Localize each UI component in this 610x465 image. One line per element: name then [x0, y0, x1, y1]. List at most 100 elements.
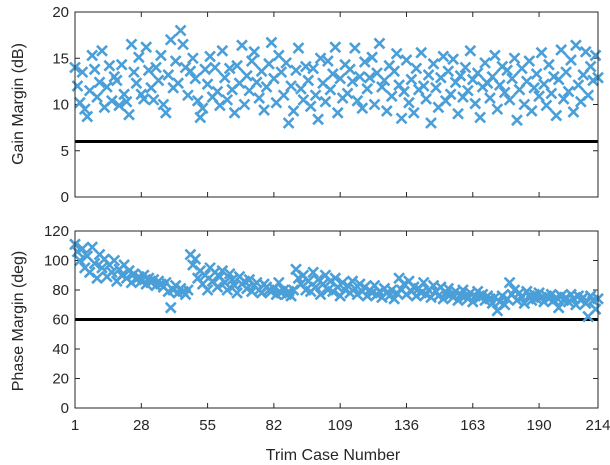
data-point: [334, 72, 347, 85]
y-tick-label: 10: [52, 97, 69, 114]
y-tick-label: 20: [52, 371, 69, 388]
data-point: [523, 55, 536, 67]
data-point: [258, 104, 270, 116]
data-point: [216, 44, 229, 57]
data-point: [488, 49, 501, 62]
data-point: [71, 80, 84, 92]
data-point: [378, 74, 391, 87]
data-point: [174, 24, 187, 37]
data-point: [479, 56, 491, 69]
data-point: [427, 57, 440, 70]
data-point: [579, 297, 592, 310]
data-point: [579, 45, 592, 58]
data-point: [454, 69, 467, 82]
data-point: [164, 301, 177, 314]
data-point: [201, 284, 214, 296]
data-point: [501, 64, 514, 77]
data-point: [503, 93, 516, 106]
data-point: [493, 79, 506, 91]
data-point: [353, 70, 366, 83]
phase-margin-ylabel: Phase Margin (deg): [10, 251, 27, 392]
data-point: [231, 287, 243, 299]
data-point: [231, 59, 243, 72]
y-tick-label: 15: [52, 50, 69, 67]
data-point: [358, 56, 371, 68]
data-point: [201, 78, 214, 91]
data-point: [280, 56, 293, 69]
data-point: [105, 94, 118, 107]
data-point: [221, 284, 234, 296]
data-point: [285, 80, 297, 92]
data-point: [589, 303, 602, 316]
x-tick-label: 109: [328, 417, 353, 434]
data-point: [324, 83, 337, 96]
data-point: [331, 106, 344, 119]
data-point: [253, 92, 266, 104]
data-point: [341, 87, 354, 100]
data-point: [73, 254, 86, 267]
y-tick-label: 20: [52, 4, 69, 21]
data-point: [437, 50, 450, 63]
data-point: [155, 49, 167, 62]
data-point: [368, 98, 381, 111]
data-point: [589, 49, 602, 62]
data-point: [348, 42, 361, 54]
data-point: [380, 105, 393, 117]
data-point: [329, 272, 342, 285]
data-point: [177, 38, 189, 51]
data-point: [557, 93, 570, 105]
data-point: [528, 81, 541, 94]
data-point: [540, 99, 553, 112]
data-point: [498, 86, 511, 99]
gain-margin-ylabel: Gain Margin (dB): [10, 43, 27, 165]
data-point: [410, 62, 423, 75]
data-point: [164, 33, 177, 46]
data-point: [115, 58, 128, 71]
data-point: [444, 88, 457, 101]
data-point: [96, 261, 108, 274]
y-tick-label: 120: [44, 223, 69, 240]
data-point: [209, 61, 221, 74]
x-tick-label: 136: [394, 417, 419, 434]
data-point: [491, 103, 504, 116]
data-point: [221, 93, 234, 106]
data-point: [150, 61, 162, 74]
data-point: [157, 98, 170, 111]
data-point: [240, 69, 253, 82]
trim-case-number-xlabel: Trim Case Number: [266, 447, 401, 464]
data-point: [403, 96, 415, 109]
data-point: [182, 89, 194, 102]
data-point: [530, 68, 543, 80]
data-point: [128, 66, 140, 79]
data-point: [223, 62, 236, 75]
data-point: [417, 276, 430, 289]
x-tick-label: 163: [460, 417, 485, 434]
data-point: [110, 74, 123, 87]
data-point: [373, 37, 386, 50]
data-point: [93, 76, 106, 89]
data-point: [314, 52, 327, 65]
data-point: [263, 57, 275, 70]
data-point: [321, 55, 334, 67]
x-tick-label: 190: [527, 417, 552, 434]
data-point: [302, 74, 315, 87]
data-point: [275, 66, 288, 79]
data-point: [469, 97, 482, 110]
data-point: [189, 72, 202, 85]
data-point: [172, 77, 185, 90]
data-point: [130, 77, 143, 90]
data-point: [88, 257, 101, 270]
data-point: [105, 266, 118, 279]
data-point: [405, 73, 418, 86]
data-point: [555, 44, 568, 56]
data-point: [390, 47, 403, 60]
data-point: [400, 54, 413, 67]
data-point: [484, 92, 496, 104]
data-point: [238, 98, 251, 111]
data-point: [125, 38, 138, 51]
plot-frame: [74, 11, 599, 198]
data-point: [76, 66, 89, 79]
data-point: [567, 105, 580, 118]
data-point: [211, 85, 224, 98]
data-point: [344, 63, 356, 76]
